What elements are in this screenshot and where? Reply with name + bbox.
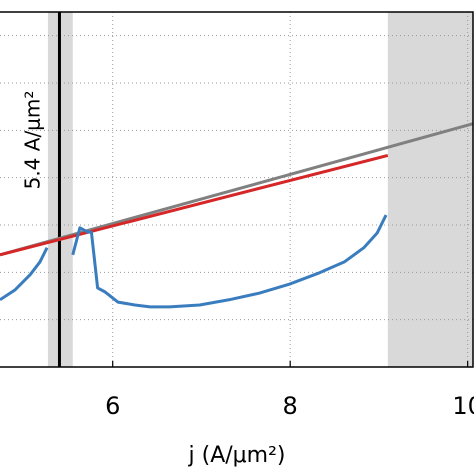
annotation: 5.4 A/μm² — [20, 91, 44, 190]
data-line — [0, 247, 49, 302]
data-line — [71, 214, 388, 309]
shaded-region — [387, 12, 473, 367]
plot-frame — [0, 11, 474, 368]
x-tick-label: 6 — [105, 392, 120, 420]
x-tick-label: 8 — [283, 392, 298, 420]
x-tick-label: 10 — [452, 392, 474, 420]
data-line — [0, 153, 389, 257]
x-axis-label: j (A/μm²) — [188, 443, 286, 468]
